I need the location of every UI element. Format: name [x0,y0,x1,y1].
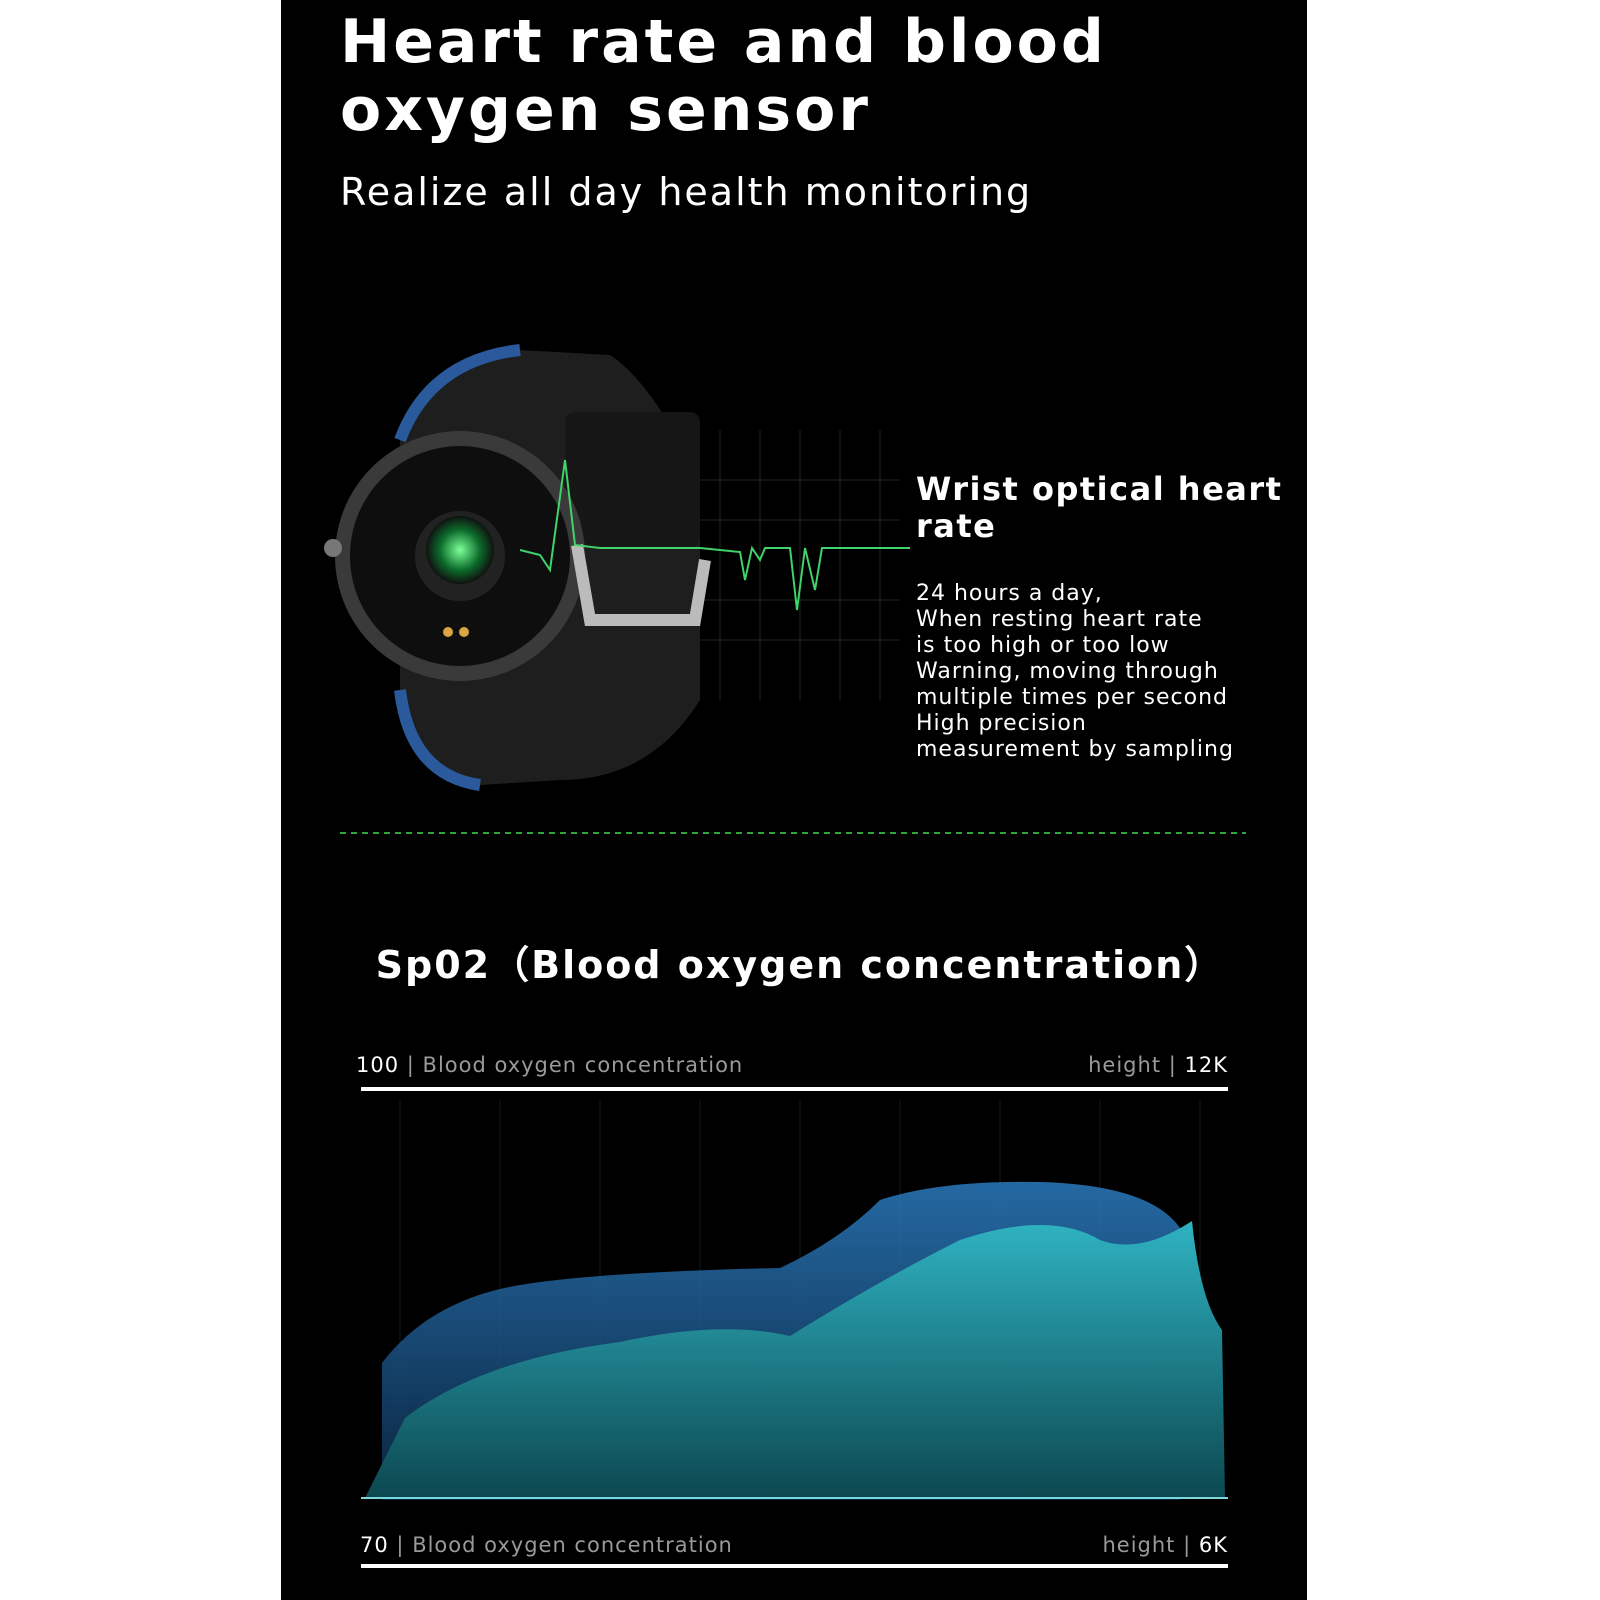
title: Heart rate and blood [340,7,1107,77]
subtitle: Realize all day health monitoring [340,170,1032,214]
value: 70 [360,1533,389,1557]
feature-line: 24 hours a day, [916,581,1103,606]
separator: | [1183,1533,1191,1558]
axis-label: 70 | Blood oxygen concentration [360,1533,733,1558]
label: height [1088,1053,1161,1077]
separator: | [396,1533,404,1558]
separator: | [1169,1053,1177,1078]
axis-label: height | 6K [1102,1533,1228,1558]
spo2-title: Sp02（Blood oxygen concentration） [376,943,1225,987]
feature-line: High precision [916,711,1087,736]
area-front [365,1221,1225,1498]
feature-title: Wrist optical heart [916,470,1282,508]
value: 100 [356,1053,399,1077]
axis-label: 100 | Blood oxygen concentration [356,1053,743,1078]
separator: | [407,1053,415,1078]
label: height [1102,1533,1175,1557]
feature-line: Warning, moving through [916,659,1219,684]
feature-title: rate [916,507,996,545]
value: 12K [1185,1053,1229,1077]
feature-lines: 24 hours a day,When resting heart rateis… [916,581,1234,762]
title: oxygen sensor [340,75,871,145]
value: 6K [1199,1533,1228,1557]
feature-line: is too high or too low [916,633,1170,658]
feature-line: When resting heart rate [916,607,1203,632]
watch [324,344,711,791]
ecg-line [519,459,910,611]
feature-line: measurement by sampling [916,737,1234,762]
feature-line: multiple times per second [916,685,1228,710]
label: Blood oxygen concentration [412,1533,733,1557]
label: Blood oxygen concentration [423,1053,744,1077]
axis-label: height | 12K [1088,1053,1228,1078]
